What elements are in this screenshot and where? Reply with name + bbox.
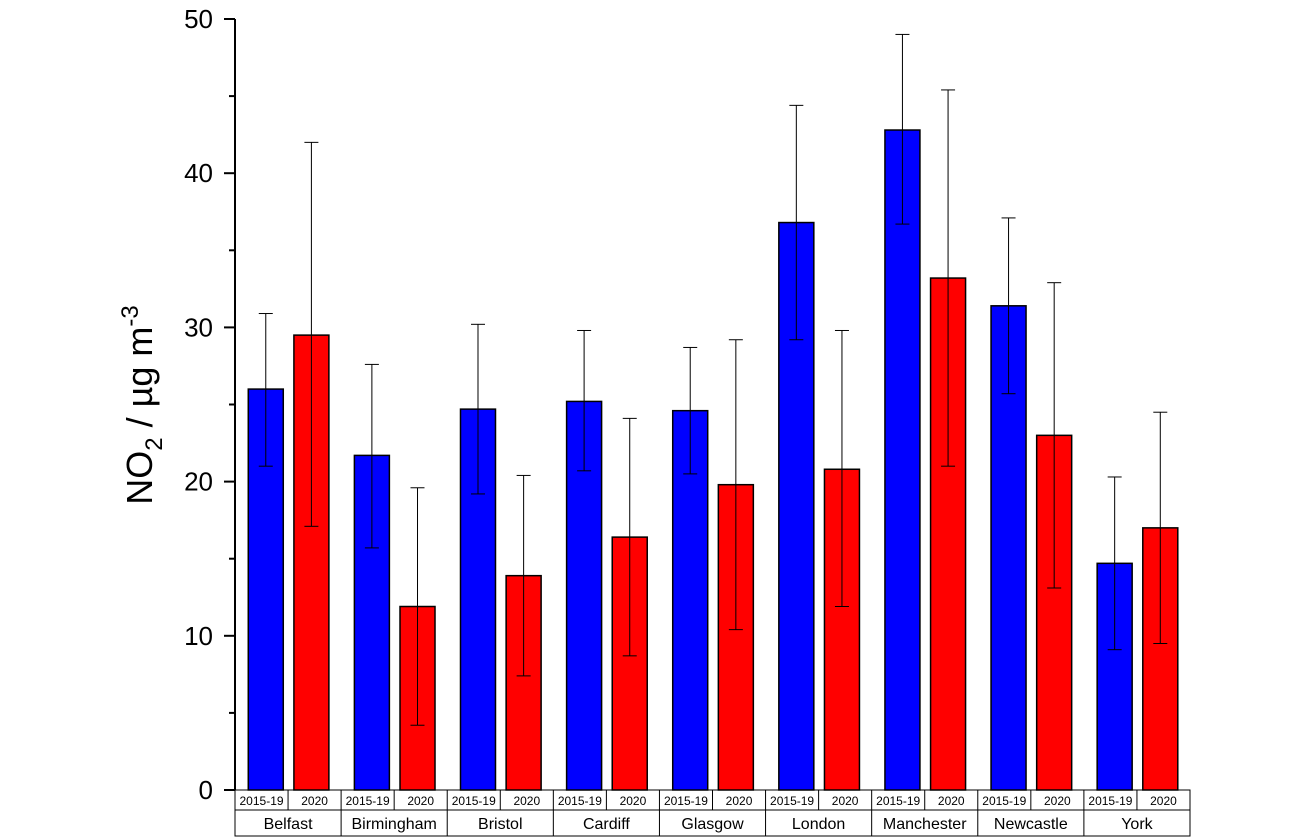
series-label-2015-19: 2015-19 bbox=[664, 794, 708, 808]
category-label-Glasgow: Glasgow bbox=[681, 816, 744, 833]
ylabel-mid: / µg m bbox=[119, 327, 160, 438]
ylabel-sub: 2 bbox=[141, 437, 168, 450]
series-label-2015-19: 2015-19 bbox=[346, 794, 390, 808]
category-label-Birmingham: Birmingham bbox=[351, 816, 436, 833]
y-tick-label: 30 bbox=[184, 312, 213, 342]
y-tick-label: 40 bbox=[184, 158, 213, 188]
y-tick-label: 20 bbox=[184, 467, 213, 497]
category-table: 2015-19 2020 Belfast 2015-19 2020 Birmingham 2… bbox=[234, 789, 1191, 837]
y-axis: 0 10 20 30 40 50 bbox=[184, 4, 236, 805]
category-label-York: York bbox=[1121, 816, 1153, 833]
series-label-2020: 2020 bbox=[938, 794, 965, 808]
bars bbox=[247, 33, 1179, 791]
category-label-Belfast: Belfast bbox=[264, 816, 313, 833]
category-label-Bristol: Bristol bbox=[478, 816, 522, 833]
y-axis-label: NO2 / µg m-3 bbox=[117, 305, 168, 504]
y-tick-label: 50 bbox=[184, 4, 213, 34]
series-label-2020: 2020 bbox=[407, 794, 434, 808]
series-label-2020: 2020 bbox=[301, 794, 328, 808]
y-tick-label: 10 bbox=[184, 621, 213, 651]
series-label-2015-19: 2015-19 bbox=[452, 794, 496, 808]
series-label-2020: 2020 bbox=[620, 794, 647, 808]
series-label-2015-19: 2015-19 bbox=[982, 794, 1026, 808]
series-label-2015-19: 2015-19 bbox=[558, 794, 602, 808]
ylabel-sup: -3 bbox=[117, 305, 144, 326]
category-label-Newcastle: Newcastle bbox=[994, 816, 1068, 833]
category-label-Cardiff: Cardiff bbox=[583, 816, 630, 833]
series-label-2015-19: 2015-19 bbox=[1088, 794, 1132, 808]
bar-2015-19-Manchester bbox=[884, 129, 921, 791]
series-label-2020: 2020 bbox=[513, 794, 540, 808]
series-label-2020: 2020 bbox=[832, 794, 859, 808]
series-label-2015-19: 2015-19 bbox=[876, 794, 920, 808]
series-label-2015-19: 2015-19 bbox=[770, 794, 814, 808]
series-label-2020: 2020 bbox=[1150, 794, 1177, 808]
ylabel-main: NO bbox=[119, 451, 160, 505]
series-label-2020: 2020 bbox=[1044, 794, 1071, 808]
series-label-2015-19: 2015-19 bbox=[240, 794, 284, 808]
series-label-2020: 2020 bbox=[726, 794, 753, 808]
y-tick-label: 0 bbox=[199, 775, 213, 805]
category-label-London: London bbox=[792, 816, 845, 833]
category-label-Manchester: Manchester bbox=[883, 816, 967, 833]
